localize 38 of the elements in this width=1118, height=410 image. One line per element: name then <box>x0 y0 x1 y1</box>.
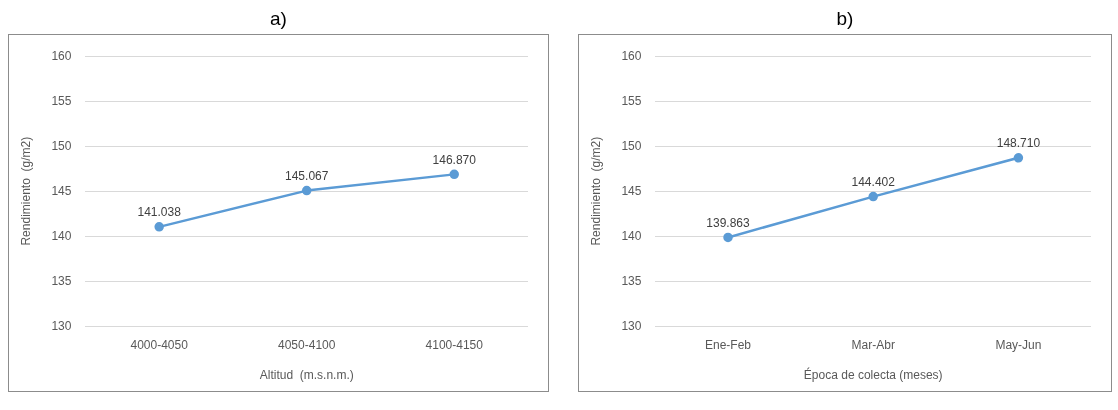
y-tick-label: 130 <box>51 318 72 333</box>
point <box>301 185 312 196</box>
y-axis-title: Rendimiento (g/m2) <box>588 136 603 246</box>
point <box>868 191 878 202</box>
y-tick-label: 150 <box>621 138 642 153</box>
point <box>449 169 459 180</box>
y-tick-label: 135 <box>621 273 642 288</box>
data-label: 139.863 <box>706 215 751 230</box>
y-tick-label: 145 <box>621 183 642 198</box>
x-tick-label: Ene-Feb <box>705 337 752 352</box>
x-tick-label: May-Jun <box>995 337 1042 352</box>
y-tick-label: 140 <box>621 228 642 243</box>
point <box>154 222 164 232</box>
x-axis-title: Altitud (m.s.n.m.) <box>259 368 354 383</box>
x-tick-label: 4100-4150 <box>425 337 484 352</box>
y-tick-label: 160 <box>51 48 72 63</box>
y-tick-label: 145 <box>51 183 72 198</box>
x-axis-title: Época de colecta (meses) <box>803 367 943 383</box>
y-tick-label: 160 <box>621 48 642 63</box>
point <box>1013 153 1024 163</box>
x-tick-label: 4000-4050 <box>130 337 189 352</box>
data-label: 145.067 <box>285 168 329 183</box>
x-tick-label: 4050-4100 <box>278 337 336 352</box>
point <box>723 232 733 243</box>
y-tick-label: 135 <box>51 273 72 288</box>
data-label: 148.710 <box>996 136 1041 151</box>
y-tick-label: 150 <box>51 138 72 153</box>
y-tick-label: 155 <box>51 93 72 108</box>
data-label: 146.870 <box>432 152 477 167</box>
y-tick-label: 130 <box>621 318 642 333</box>
data-label: 144.402 <box>851 174 896 189</box>
data-label: 141.038 <box>137 205 182 220</box>
y-axis-title: Rendimiento (g/m2) <box>18 136 33 246</box>
y-tick-label: 155 <box>621 93 642 108</box>
y-tick-label: 140 <box>51 228 72 243</box>
chart-title: b) <box>836 7 854 31</box>
x-tick-label: Mar-Abr <box>851 337 895 352</box>
chart-title: a) <box>270 7 287 31</box>
